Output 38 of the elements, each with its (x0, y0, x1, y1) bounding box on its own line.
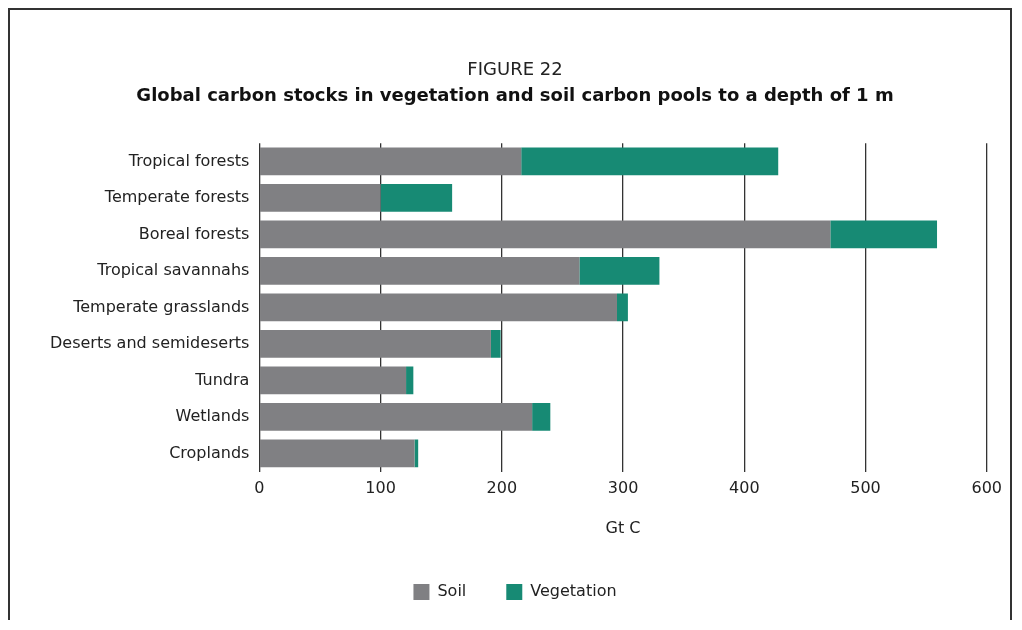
bar (521, 147, 779, 176)
bar (406, 366, 414, 395)
bar (380, 184, 453, 212)
y-tick-label: Temperate forests (103, 187, 250, 207)
y-tick-label: Deserts and semideserts (49, 333, 250, 353)
bar (579, 257, 660, 285)
y-tick-label: Temperate grasslands (72, 296, 250, 316)
bar (617, 293, 628, 322)
x-tick-label: 200 (486, 478, 518, 498)
x-tick-label: 400 (729, 478, 760, 498)
x-tick-label: 300 (607, 478, 639, 498)
bar (260, 330, 491, 358)
bar (260, 403, 533, 431)
bar (260, 439, 415, 468)
bar (260, 366, 407, 395)
bar (260, 257, 580, 285)
y-tick-label: Tropical forests (127, 150, 250, 170)
bar (260, 220, 831, 249)
bar (490, 330, 501, 358)
chart-title: FIGURE 22 (467, 58, 563, 80)
chart-subtitle: Global carbon stocks in vegetation and soil carbon pools to a depth of 1 m (136, 84, 894, 106)
bar (532, 403, 551, 431)
bar (260, 184, 381, 212)
y-tick-label: Tropical savannahs (96, 260, 250, 280)
bar (260, 147, 522, 176)
y-tick-label: Tundra (194, 369, 250, 389)
bar (830, 220, 938, 249)
bar (260, 293, 617, 322)
y-tick-label: Croplands (169, 442, 250, 462)
x-tick-label: 100 (365, 478, 396, 498)
x-tick-label: 600 (971, 478, 1002, 498)
x-tick-label: 0 (254, 478, 265, 498)
y-tick-label: Boreal forests (138, 223, 250, 243)
legend-label: Vegetation (530, 581, 617, 601)
legend-label: Soil (437, 581, 467, 601)
x-tick-label: 500 (850, 478, 881, 498)
y-tick-label: Wetlands (175, 406, 250, 426)
x-axis-title: Gt C (605, 517, 641, 537)
